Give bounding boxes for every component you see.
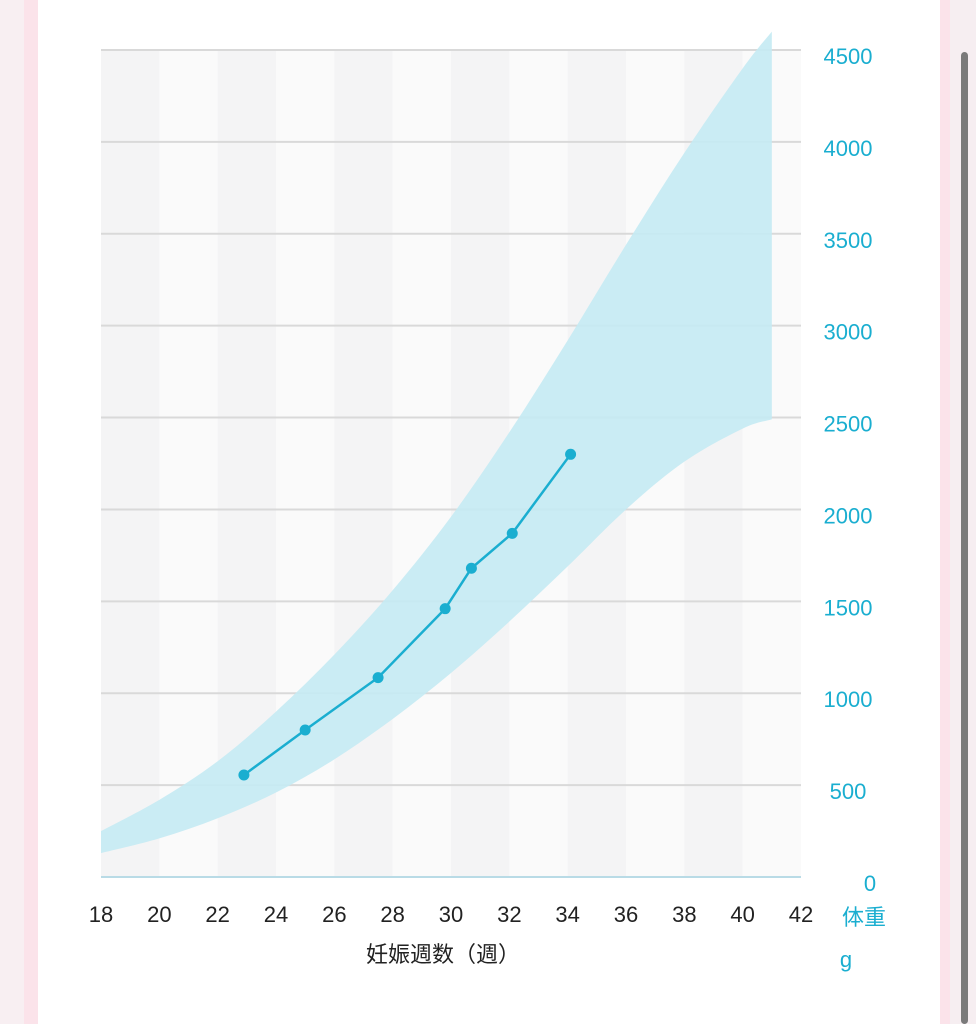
data-point — [506, 527, 518, 539]
y-tick-label: 500 — [830, 779, 867, 804]
x-tick-label: 36 — [614, 902, 638, 927]
y-tick-label: 3500 — [824, 228, 873, 253]
y-tick-labels: 0 500 1000 1500 2000 2500 3000 3500 4000 4500 — [824, 44, 877, 896]
data-point — [465, 562, 477, 574]
data-point — [299, 724, 311, 736]
x-tick-label: 26 — [322, 902, 346, 927]
weight-series — [238, 448, 577, 781]
x-tick-labels: 18 20 22 24 26 28 30 32 34 36 38 40 42 — [89, 902, 813, 927]
x-tick-label: 40 — [730, 902, 754, 927]
y-tick-label: 1500 — [824, 595, 873, 620]
y-axis-unit-weight: 体重 — [842, 905, 886, 930]
data-point — [565, 448, 577, 460]
y-tick-label: 3000 — [824, 320, 873, 345]
x-tick-label: 42 — [789, 902, 813, 927]
data-point — [238, 769, 250, 781]
x-tick-label: 18 — [89, 902, 113, 927]
y-tick-label: 1000 — [824, 687, 873, 712]
column-stripe — [101, 50, 160, 877]
x-axis-title: 妊娠週数（週） — [366, 942, 520, 967]
y-tick-label: 2000 — [824, 503, 873, 528]
x-tick-label: 32 — [497, 902, 521, 927]
y-tick-label: 0 — [864, 871, 876, 896]
x-tick-label: 38 — [672, 902, 696, 927]
card-left-border — [24, 0, 38, 1024]
column-stripe — [159, 50, 218, 877]
scrollbar-thumb[interactable] — [961, 52, 968, 1024]
data-point — [439, 603, 451, 615]
reference-range-band — [101, 31, 772, 854]
y-tick-label: 2500 — [824, 412, 873, 437]
x-tick-label: 28 — [380, 902, 404, 927]
x-tick-label: 34 — [555, 902, 579, 927]
x-tick-label: 30 — [439, 902, 463, 927]
y-tick-label: 4500 — [824, 44, 873, 69]
x-tick-label: 22 — [205, 902, 229, 927]
x-tick-label: 20 — [147, 902, 171, 927]
card-right-border — [940, 0, 950, 1024]
x-tick-label: 24 — [264, 902, 288, 927]
y-tick-label: 4000 — [824, 136, 873, 161]
data-point — [372, 672, 384, 684]
column-stripe — [392, 50, 451, 877]
y-axis-unit-grams: g — [840, 947, 852, 972]
